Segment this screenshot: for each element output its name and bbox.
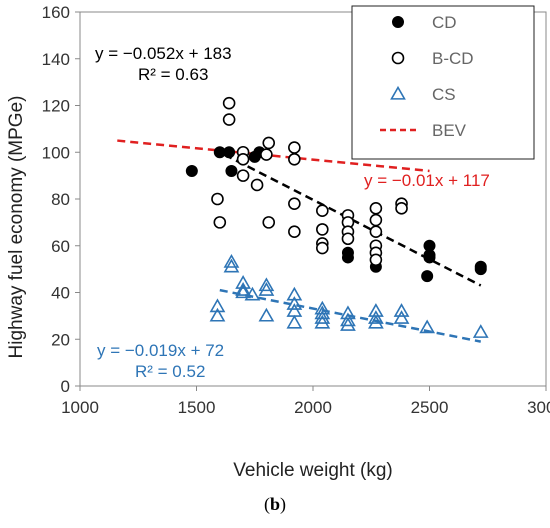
point-cs — [286, 314, 303, 329]
point-b-cd — [222, 113, 236, 126]
x-tick-label: 1000 — [61, 398, 99, 417]
y-tick-label: 140 — [42, 50, 70, 69]
legend: CD B-CD CS BEV — [351, 5, 535, 160]
point-b-cd — [316, 241, 329, 255]
point-b-cd — [236, 169, 250, 182]
point-cd — [341, 251, 354, 264]
point-b-cd — [288, 152, 301, 166]
point-cs — [223, 258, 240, 273]
point-cs — [314, 314, 331, 329]
x-axis-label: Vehicle weight (kg) — [233, 460, 392, 480]
caption-open: ( — [263, 494, 270, 514]
annotation-cd-eq: y = −0.052x + 183 — [95, 44, 232, 63]
point-b-cd — [369, 253, 383, 267]
point-b-cd — [369, 225, 383, 239]
point-cs — [393, 310, 410, 324]
legend-label-cs: CS — [432, 85, 456, 104]
point-b-cd — [262, 136, 276, 150]
legend-marker-cd — [392, 16, 404, 28]
y-axis-label: Highway fuel economy (MPGe) — [6, 96, 27, 359]
point-cs — [340, 317, 356, 331]
point-b-cd — [288, 197, 301, 210]
point-cd — [225, 164, 238, 177]
y-tick-label: 100 — [42, 143, 70, 162]
point-cs — [393, 303, 410, 317]
scatter-chart: Highway fuel economy (MPGe) Vehicle weig… — [6, 3, 550, 480]
x-tick-label: 2000 — [294, 398, 332, 417]
point-cs — [314, 310, 331, 324]
caption-close: ) — [280, 494, 286, 514]
point-b-cd — [369, 213, 383, 227]
x-tick-label: 2500 — [411, 398, 449, 417]
point-cs — [223, 254, 240, 268]
point-b-cd — [395, 202, 408, 215]
point-cs — [235, 275, 251, 289]
point-b-cd — [288, 225, 301, 239]
annotation-cd-r2: R² = 0.63 — [138, 65, 208, 84]
point-cd — [185, 164, 198, 177]
legend-marker-cs — [390, 85, 406, 100]
legend-box — [351, 5, 535, 160]
point-b-cd — [236, 152, 250, 166]
legend-label-b-cd: B-CD — [432, 49, 474, 68]
legend-label-bev: BEV — [432, 121, 467, 140]
x-tick-label: 1500 — [178, 398, 216, 417]
caption-letter: b — [269, 494, 280, 514]
point-b-cd — [222, 96, 236, 110]
point-cs — [368, 310, 384, 324]
y-tick-label: 60 — [51, 237, 70, 256]
annotation-cs-eq: y = −0.019x + 72 — [97, 341, 224, 360]
point-cs — [286, 296, 303, 310]
point-cd — [421, 270, 434, 283]
y-tick-label: 0 — [61, 377, 70, 396]
point-cs — [235, 282, 251, 296]
annotation-cs-r2: R² = 0.52 — [135, 362, 205, 381]
point-cs — [209, 307, 226, 322]
point-b-cd — [260, 148, 273, 161]
point-cd — [474, 263, 487, 276]
point-cs — [235, 284, 251, 299]
point-cs — [314, 300, 331, 315]
trendline-bev — [117, 139, 430, 173]
figure-caption: (b) — [0, 494, 550, 515]
point-b-cd — [316, 204, 329, 217]
point-b-cd — [213, 216, 227, 229]
point-b-cd — [288, 141, 301, 154]
y-tick-label: 80 — [51, 190, 70, 209]
annotation-bev-eq: y = −0.01x + 117 — [364, 171, 490, 190]
point-b-cd — [341, 232, 355, 246]
y-tick-label: 120 — [42, 97, 70, 116]
point-b-cd — [316, 223, 329, 236]
y-tick-label: 40 — [51, 284, 70, 303]
point-cs — [286, 286, 303, 301]
point-b-cd — [262, 216, 276, 229]
point-cs — [258, 277, 275, 292]
x-tick-label: 3000 — [527, 398, 550, 417]
point-cd — [223, 146, 236, 159]
legend-label-cd: CD — [432, 13, 457, 32]
point-b-cd — [250, 178, 264, 192]
y-tick-label: 160 — [42, 3, 70, 22]
legend-marker-b-cd — [391, 51, 405, 65]
point-cs — [258, 307, 275, 322]
point-cs — [258, 282, 275, 296]
point-b-cd — [369, 202, 383, 215]
point-b-cd — [211, 192, 224, 206]
point-cd — [423, 251, 436, 264]
trendline-cs — [219, 288, 482, 343]
point-cs — [314, 305, 331, 320]
point-cs — [368, 314, 384, 329]
point-cs — [419, 319, 436, 334]
y-tick-label: 20 — [51, 330, 70, 349]
point-cs — [244, 286, 261, 301]
point-cs — [340, 312, 356, 327]
point-cs — [472, 324, 489, 338]
point-cs — [209, 298, 226, 313]
